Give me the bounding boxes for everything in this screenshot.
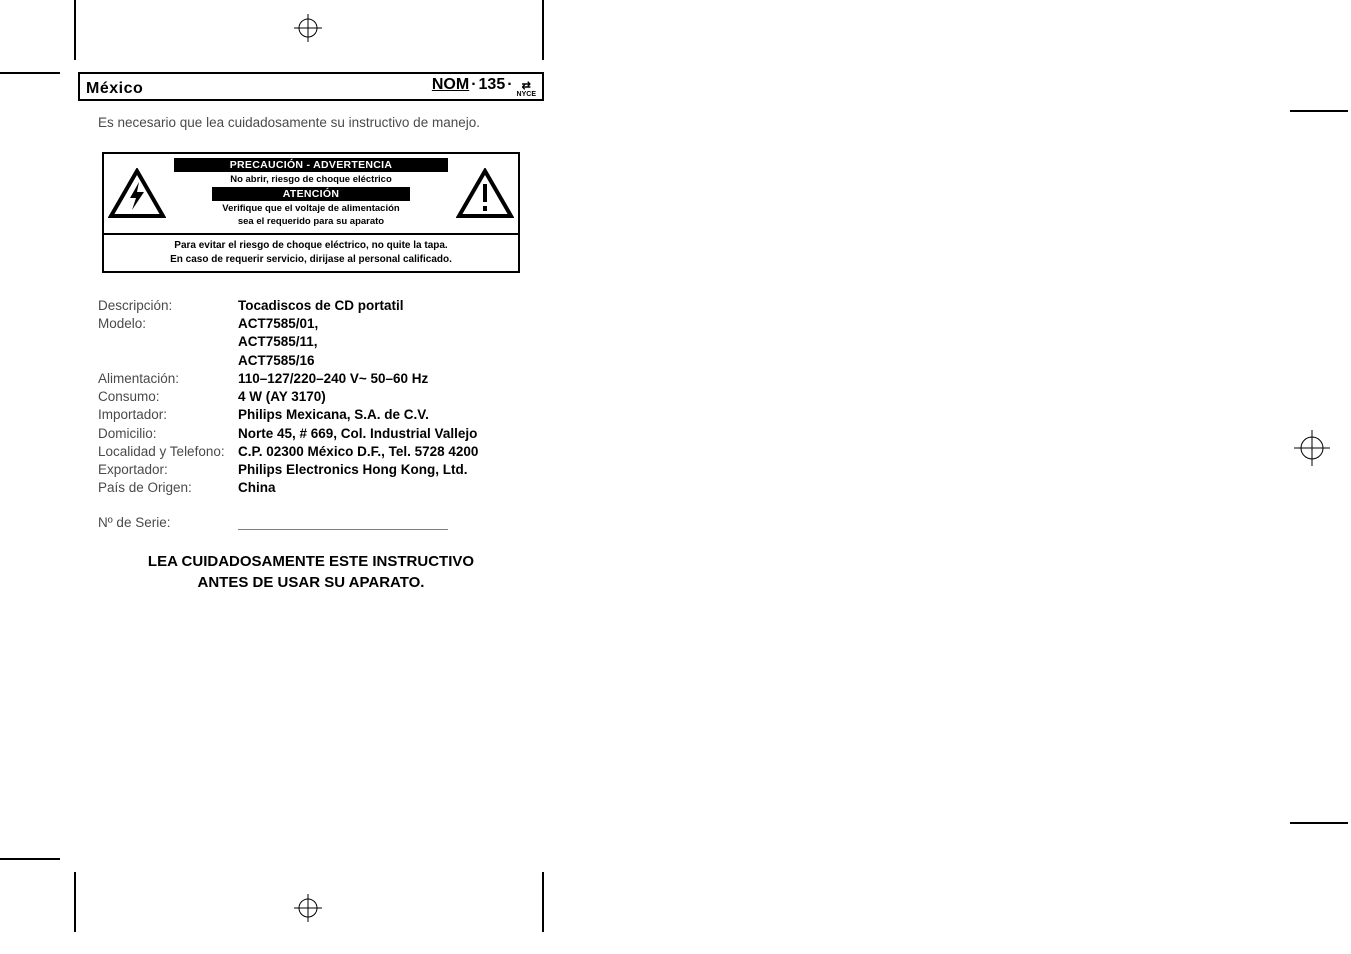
spec-row-alimentacion: Alimentación: 110–127/220–240 V~ 50–60 H… <box>98 370 544 388</box>
nom-mark: NOM·135·⇄NYCE <box>432 76 536 98</box>
serial-blank-line <box>238 516 448 530</box>
spec-value: Tocadiscos de CD portatil <box>238 297 404 315</box>
crop-mark <box>542 0 544 60</box>
spec-row-pais: País de Origen: China <box>98 479 544 497</box>
spec-label: País de Origen: <box>98 479 238 497</box>
intro-text: Es necesario que lea cuidadosamente su i… <box>78 115 544 130</box>
warning-center: PRECAUCIÓN - ADVERTENCIA No abrir, riesg… <box>170 154 452 233</box>
spec-value: ACT7585/01, <box>238 315 318 333</box>
atencion-bar: ATENCIÓN <box>212 187 410 201</box>
precaucion-bar: PRECAUCIÓN - ADVERTENCIA <box>174 158 448 172</box>
serial-label: Nº de Serie: <box>98 515 238 530</box>
spec-label: Localidad y Telefono: <box>98 443 238 461</box>
spec-row-exportador: Exportador: Philips Electronics Hong Kon… <box>98 461 544 479</box>
spec-value: Philips Electronics Hong Kong, Ltd. <box>238 461 468 479</box>
crop-mark <box>542 872 544 932</box>
warning-bottom-line: Para evitar el riesgo de choque eléctric… <box>110 239 512 253</box>
nyce-arrows-icon: ⇄ <box>522 82 531 91</box>
warning-line: sea el requerido para su aparato <box>172 216 450 229</box>
spec-label: Alimentación: <box>98 370 238 388</box>
country-label: México <box>86 80 143 98</box>
spec-row-modelo: Modelo: ACT7585/01, <box>98 315 544 333</box>
spec-value: 4 W (AY 3170) <box>238 388 326 406</box>
spec-row-modelo3: ACT7585/16 <box>98 352 544 370</box>
spec-value: C.P. 02300 México D.F., Tel. 5728 4200 <box>238 443 478 461</box>
registration-mark-top <box>294 14 322 42</box>
spec-label: Importador: <box>98 406 238 424</box>
spec-label: Domicilio: <box>98 425 238 443</box>
footer-line: ANTES DE USAR SU APARATO. <box>98 573 524 593</box>
footer-line: LEA CUIDADOSAMENTE ESTE INSTRUCTIVO <box>98 552 524 572</box>
shock-triangle-icon <box>104 154 170 233</box>
spec-value: Norte 45, # 669, Col. Industrial Vallejo <box>238 425 477 443</box>
warning-line: No abrir, riesgo de choque eléctrico <box>172 174 450 187</box>
crop-mark <box>0 72 60 74</box>
spec-row-importador: Importador: Philips Mexicana, S.A. de C.… <box>98 406 544 424</box>
spec-value: ACT7585/11, <box>238 333 318 351</box>
registration-mark-right <box>1294 430 1330 466</box>
spec-value: Philips Mexicana, S.A. de C.V. <box>238 406 429 424</box>
warning-box: PRECAUCIÓN - ADVERTENCIA No abrir, riesg… <box>102 152 520 273</box>
title-bar: México NOM·135·⇄NYCE <box>78 72 544 101</box>
footer-instruction: LEA CUIDADOSAMENTE ESTE INSTRUCTIVO ANTE… <box>78 552 544 593</box>
crop-mark <box>0 858 60 860</box>
spec-label: Modelo: <box>98 315 238 333</box>
warning-bottom: Para evitar el riesgo de choque eléctric… <box>104 235 518 271</box>
spec-value: China <box>238 479 276 497</box>
spec-label: Descripción: <box>98 297 238 315</box>
exclamation-triangle-icon <box>452 154 518 233</box>
serial-row: Nº de Serie: <box>78 515 544 530</box>
registration-mark-bottom <box>294 894 322 922</box>
warning-line: Verifique que el voltaje de alimentación <box>172 203 450 216</box>
spec-row-localidad: Localidad y Telefono: C.P. 02300 México … <box>98 443 544 461</box>
spec-label: Exportador: <box>98 461 238 479</box>
document-panel: México NOM·135·⇄NYCE Es necesario que le… <box>78 72 544 593</box>
spec-value: 110–127/220–240 V~ 50–60 Hz <box>238 370 428 388</box>
crop-mark <box>1290 110 1348 112</box>
spec-row-consumo: Consumo: 4 W (AY 3170) <box>98 388 544 406</box>
spec-label: Consumo: <box>98 388 238 406</box>
spec-row-domicilio: Domicilio: Norte 45, # 669, Col. Industr… <box>98 425 544 443</box>
warning-bottom-line: En caso de requerir servicio, dirijase a… <box>110 253 512 267</box>
spec-row-descripcion: Descripción: Tocadiscos de CD portatil <box>98 297 544 315</box>
spec-value: ACT7585/16 <box>238 352 315 370</box>
crop-mark <box>74 0 76 60</box>
crop-mark <box>74 872 76 932</box>
spec-row-modelo2: ACT7585/11, <box>98 333 544 351</box>
specs-table: Descripción: Tocadiscos de CD portatil M… <box>78 297 544 497</box>
crop-mark <box>1290 822 1348 824</box>
warning-top-row: PRECAUCIÓN - ADVERTENCIA No abrir, riesg… <box>104 154 518 235</box>
